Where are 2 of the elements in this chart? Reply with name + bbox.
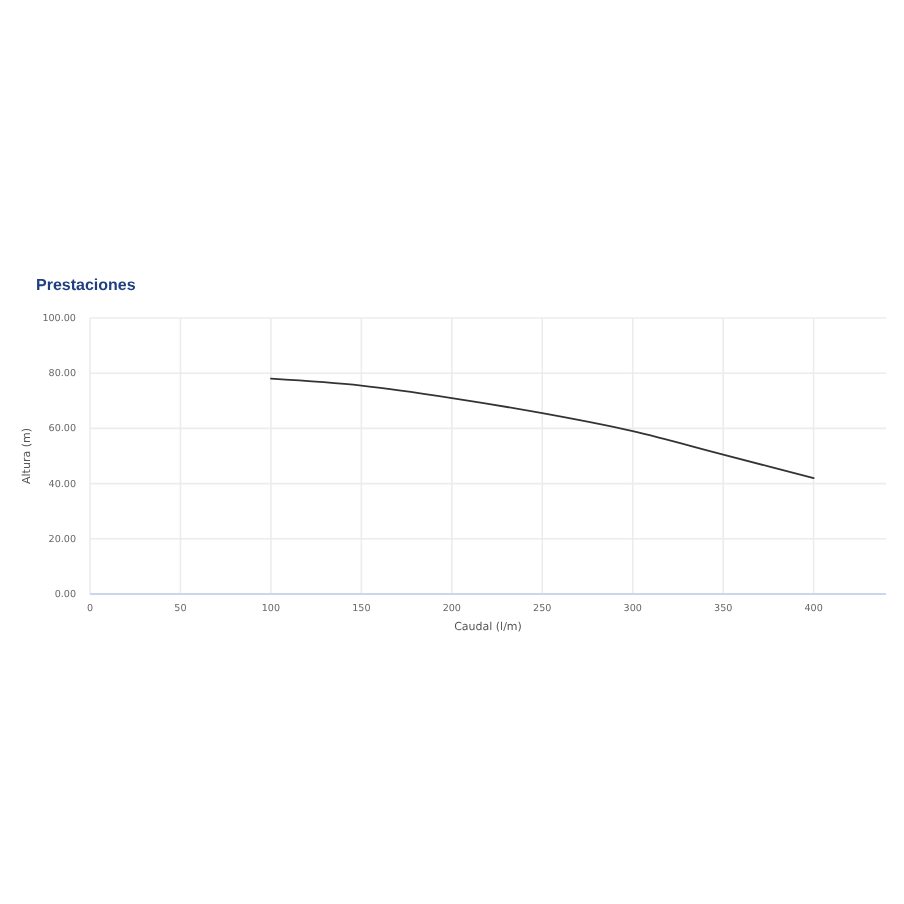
chart-title: Prestaciones: [36, 276, 137, 294]
line-series: [270, 377, 815, 479]
